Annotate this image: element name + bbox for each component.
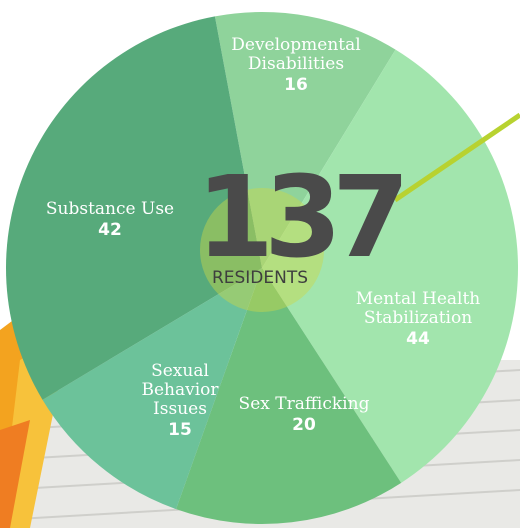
total-label: RESIDENTS xyxy=(212,268,308,288)
data-label: 15 xyxy=(125,421,235,440)
category-name: Mental Health Stabilization xyxy=(356,289,480,328)
slice-label: Substance Use 42 xyxy=(25,200,195,240)
page: 137 RESIDENTS (() => { const data = JSON… xyxy=(0,0,520,528)
data-label: 42 xyxy=(25,221,195,240)
slice-label: Sexual Behavior Issues 15 xyxy=(125,362,235,440)
data-label: 16 xyxy=(211,76,381,95)
category-name: Sexual Behavior Issues xyxy=(141,361,218,419)
slice-label: Mental Health Stabilization 44 xyxy=(338,290,498,349)
category-name: Developmental Disabilities xyxy=(231,35,360,74)
total: 137 xyxy=(196,162,400,274)
slice-label: Developmental Disabilities 16 xyxy=(211,36,381,95)
data-label: 20 xyxy=(234,416,374,435)
data-label: 44 xyxy=(338,330,498,349)
category-name: Substance Use xyxy=(46,199,174,219)
slice-label: Sex Trafficking 20 xyxy=(234,395,374,435)
category-name: Sex Trafficking xyxy=(239,394,370,414)
